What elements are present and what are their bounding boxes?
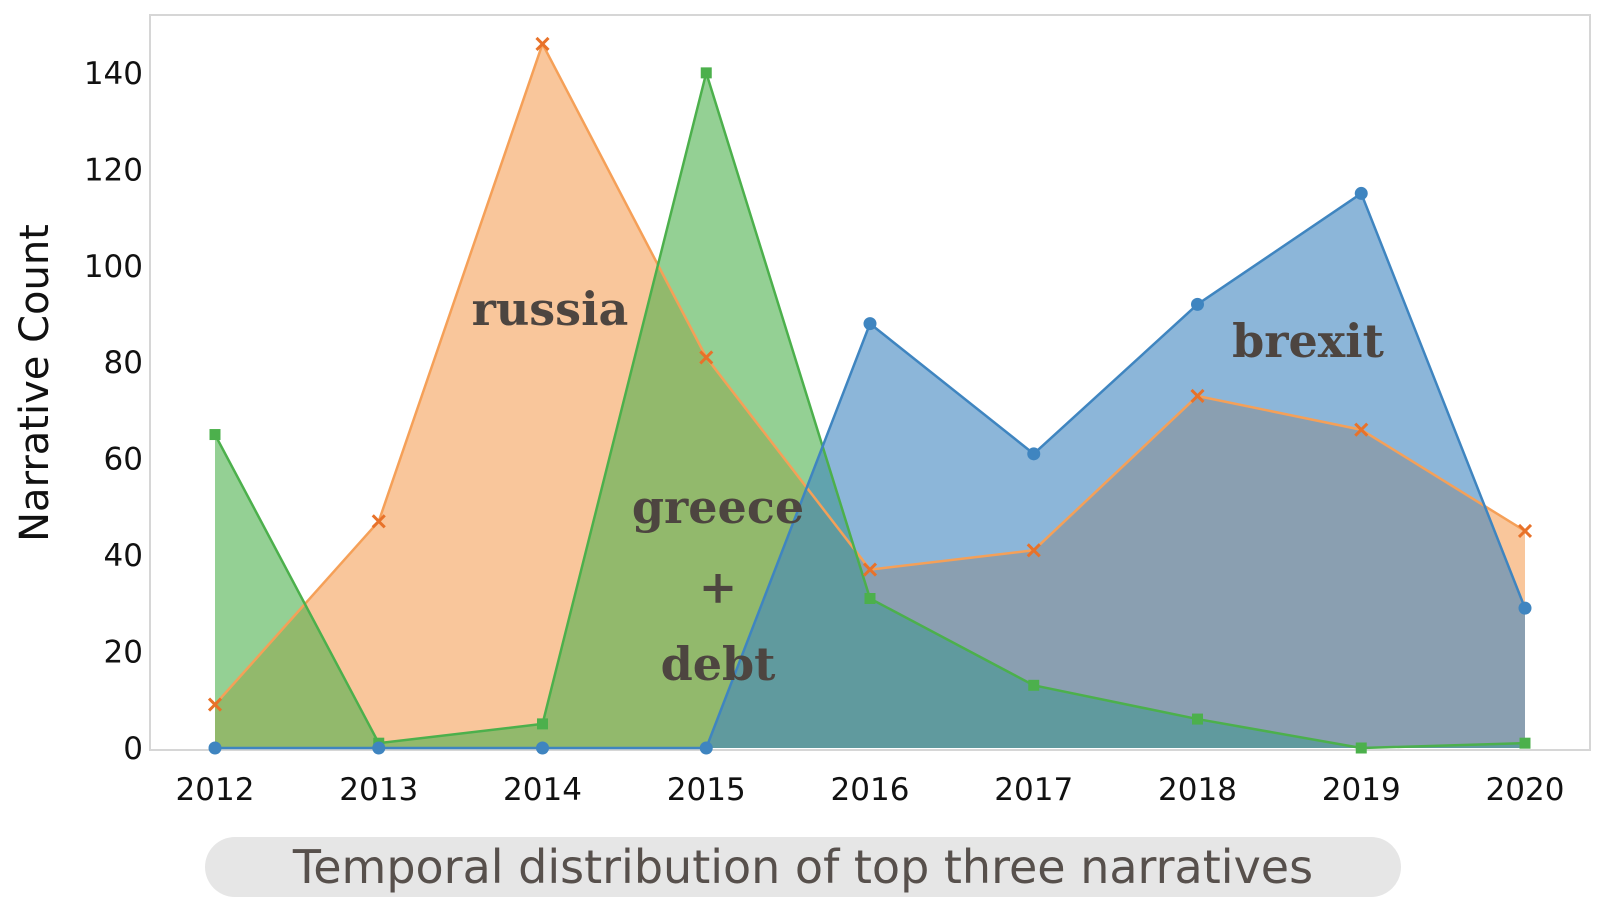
marker-brexit-2017 [1027,447,1041,461]
area-brexit [215,193,1525,749]
y-tick-label: 0 [123,731,143,767]
y-tick-label: 140 [84,56,143,92]
chart-caption: Temporal distribution of top three narra… [292,840,1314,894]
x-axis-ticks: 2012 2013 2014 2015 2016 2017 2018 2019 2020 [176,772,1565,808]
x-tick-label: 2013 [339,772,418,808]
marker-greece-debt-2016 [864,593,876,605]
marker-brexit-2012 [208,741,222,755]
greece-label: greece [632,480,804,534]
marker-russia-2019 [1354,422,1369,437]
y-axis-title: Narrative Count [12,224,58,542]
marker-greece-debt-2020 [1519,737,1531,749]
marker-russia-2017 [1026,543,1041,558]
brexit-label: brexit [1232,314,1385,368]
marker-brexit-2020 [1518,601,1532,615]
x-tick-label: 2018 [1158,772,1237,808]
x-tick-label: 2017 [994,772,1073,808]
marker-brexit-2018 [1191,297,1204,311]
marker-russia-2012 [207,697,223,712]
marker-greece-debt-2014 [537,718,548,730]
marker-brexit-2015 [699,741,713,755]
marker-greece-debt-2019 [1355,742,1367,754]
marker-brexit-2019 [1354,186,1368,200]
x-tick-label: 2020 [1486,772,1565,808]
marker-greece-debt-2015 [700,67,712,79]
marker-russia-2015 [699,350,714,365]
y-tick-label: 120 [84,152,143,188]
marker-russia-2018 [1190,388,1205,404]
marker-greece-debt-2012 [209,429,221,441]
y-tick-label: 20 [104,635,143,671]
marker-brexit-2014 [536,741,549,755]
series-markers [207,36,1533,755]
x-tick-label: 2015 [667,772,746,808]
series-areas [215,43,1525,749]
y-tick-label: 100 [84,249,143,285]
marker-russia-2014 [535,36,550,51]
marker-russia-2020 [1517,523,1533,539]
x-tick-label: 2019 [1322,772,1401,808]
marker-russia-2013 [371,514,386,529]
marker-greece-debt-2018 [1192,713,1203,725]
marker-brexit-2016 [863,317,877,331]
y-axis-ticks: 0 20 40 60 80 100 120 140 [84,56,143,767]
y-tick-label: 80 [104,345,143,381]
x-tick-label: 2012 [176,772,255,808]
marker-greece-debt-2017 [1028,679,1040,691]
x-tick-label: 2016 [831,772,910,808]
plus-label: + [699,560,738,614]
russia-label: russia [472,282,629,336]
debt-label: debt [661,637,777,691]
y-tick-label: 40 [104,538,143,574]
marker-russia-2016 [862,562,878,577]
x-tick-label: 2014 [503,772,582,808]
caption-box [205,837,1401,897]
y-tick-label: 60 [104,442,143,478]
marker-brexit-2013 [372,741,386,755]
